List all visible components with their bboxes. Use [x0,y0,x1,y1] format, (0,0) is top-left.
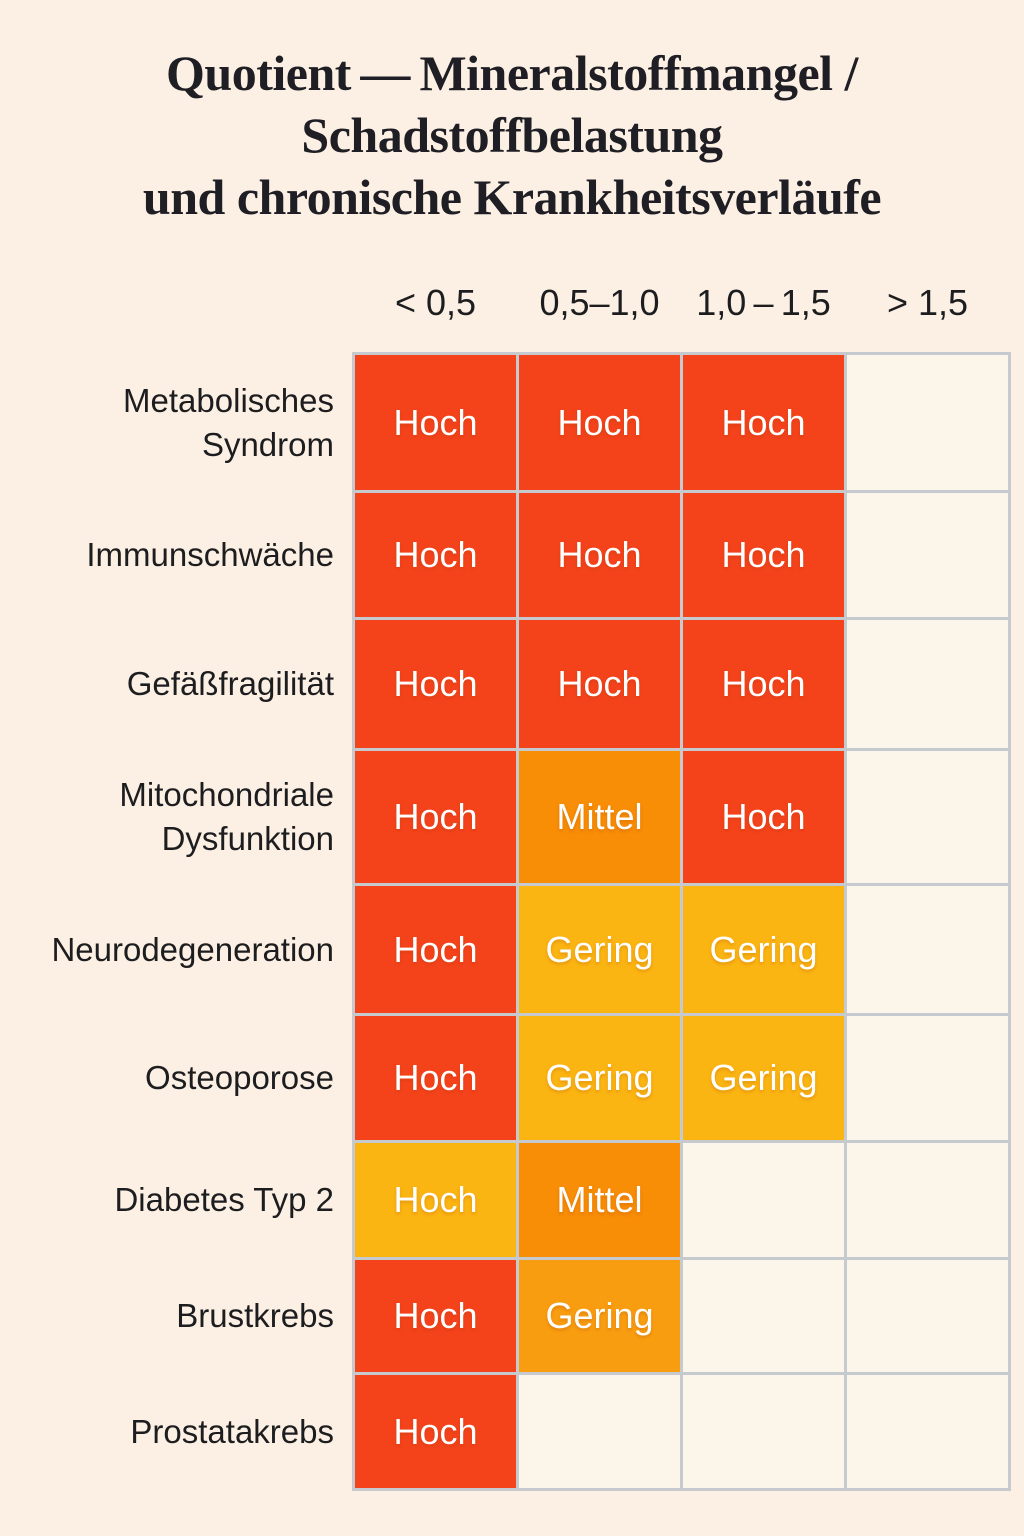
matrix-cell: Hoch [355,751,516,883]
matrix-cell-empty [683,1375,844,1488]
matrix-cell: Hoch [355,1260,516,1372]
chart-title-line-2: Schadstoffbelastung [301,107,723,163]
matrix-cell-empty [847,1016,1008,1140]
matrix-cell-empty [683,1260,844,1372]
risk-matrix: Hoch Hoch Hoch Hoch Hoch Hoch Hoch Hoch Hoch Hoch… [352,352,1011,1491]
matrix-cell: Mittel [519,1143,680,1257]
matrix-cell: Hoch [355,1016,516,1140]
matrix-cell: Gering [519,1260,680,1372]
chart-title: Quotient — Mineralstoffmangel / Schadsto… [0,42,1024,228]
matrix-cell: Hoch [355,1375,516,1488]
matrix-cell: Hoch [355,493,516,617]
matrix-cell-empty [847,1260,1008,1372]
matrix-cell: Hoch [519,355,680,490]
row-labels: Metabolisches Syndrom Immunschwäche Gefäßf… [0,355,340,1488]
matrix-cell: Gering [683,886,844,1013]
matrix-cell-empty [847,886,1008,1013]
column-header: > 1,5 [886,282,969,323]
matrix-cell-empty [847,751,1008,883]
matrix-cell: Gering [683,1016,844,1140]
row-label: Brustkrebs [176,1297,334,1334]
row-label: Osteoporose [145,1059,334,1096]
column-header: 1,0 – 1,5 [696,282,831,323]
matrix-cell: Hoch [355,1143,516,1257]
matrix-cell: Hoch [355,886,516,1013]
matrix-cell-empty [847,1375,1008,1488]
matrix-cell: Gering [519,886,680,1013]
row-label: Metabolisches Syndrom [123,381,334,463]
matrix-cell-empty [847,620,1008,748]
matrix-cell: Hoch [519,493,680,617]
column-headers: < 0,5 0,5–1,0 1,0 – 1,5 > 1,5 [355,264,1008,326]
row-label: Mitochondriale Dysfunktion [119,776,334,857]
matrix-cell: Hoch [355,355,516,490]
column-header: < 0,5 [394,282,477,323]
matrix-cell: Hoch [519,620,680,748]
matrix-cell: Hoch [683,355,844,490]
chart-title-line-1: Quotient — Mineralstoffmangel / [166,45,858,101]
matrix-cell: Mittel [519,751,680,883]
column-header: 0,5–1,0 [539,282,660,323]
row-label: Gefäßfragilität [126,665,334,702]
matrix-cell: Hoch [683,751,844,883]
matrix-cell: Gering [519,1016,680,1140]
matrix-cell: Hoch [683,620,844,748]
row-label: Immunschwäche [86,536,334,573]
matrix-cell-empty [847,493,1008,617]
chart-title-line-3: und chronische Krankheitsverläufe [142,169,882,225]
matrix-cell-empty [683,1143,844,1257]
matrix-cell-empty [519,1375,680,1488]
row-label: Neurodegeneration [51,930,334,968]
matrix-cell: Hoch [683,493,844,617]
row-label: Diabetes Typ 2 [114,1181,334,1218]
row-label: Prostatakrebs [130,1412,334,1450]
matrix-cell: Hoch [355,620,516,748]
matrix-cell-empty [847,1143,1008,1257]
matrix-cell-empty [847,355,1008,490]
